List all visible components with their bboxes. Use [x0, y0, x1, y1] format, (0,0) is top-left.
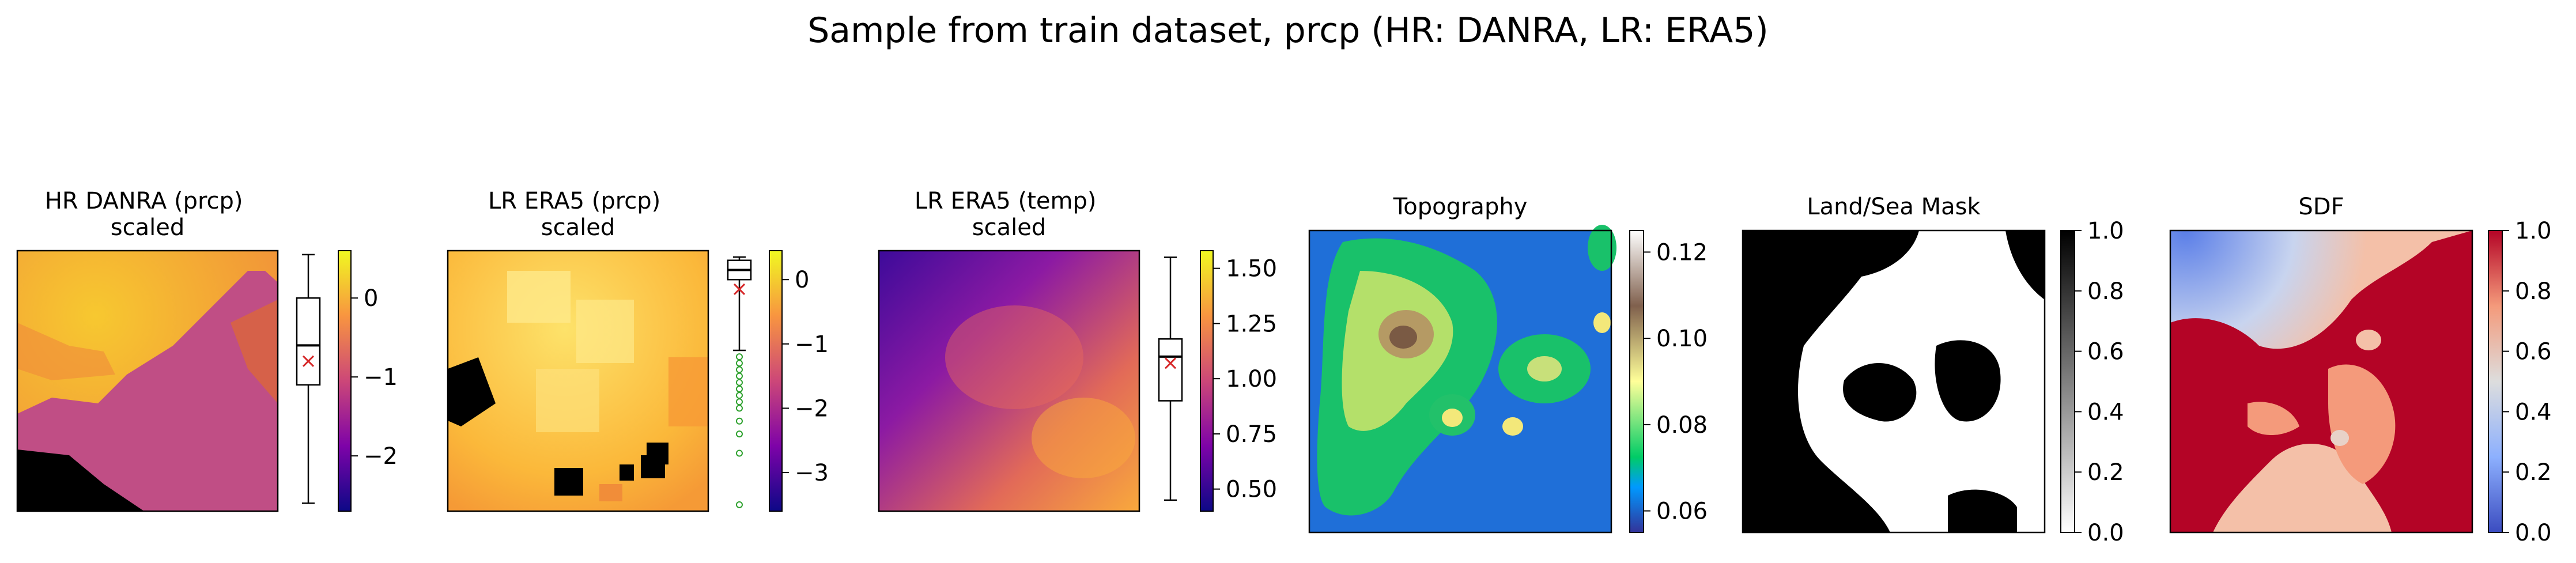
colorbar-tick-label: 1.25 — [1226, 311, 1277, 337]
colorbar-tick-label: 0.6 — [2515, 339, 2552, 365]
boxplot-outlier — [736, 379, 743, 386]
panel-land-sea-mask: Land/Sea Mask 0.0 0.2 0.4 0.6 0.8 1.0 — [1742, 194, 2124, 546]
colorbar-tick-label: −1 — [795, 331, 829, 358]
panel-title-line-2: scaled — [972, 214, 1046, 241]
panel-sdf: SDF 0.0 0.2 0.4 0.6 0.8 1.0 — [2169, 194, 2552, 546]
colorbar — [1630, 231, 1644, 532]
boxplot-outlier — [736, 353, 743, 361]
panel-title-line-1: LR ERA5 (temp) — [915, 188, 1097, 214]
colorbar-tick-label: 0.75 — [1226, 421, 1277, 448]
colorbar-tick-label: 0 — [364, 285, 378, 312]
heatmap-field — [17, 251, 278, 511]
boxplot-box — [296, 297, 321, 386]
colorbar-tick-label: 0.2 — [2515, 459, 2552, 486]
panel-title: HR DANRA (prcp) scaled — [45, 188, 251, 241]
colorbar-tick-label: 0.4 — [2087, 399, 2124, 425]
panel-topography: Topography 0.06 0.08 0.10 0.12 — [1308, 194, 1708, 534]
boxplot-outlier — [736, 449, 743, 457]
colorbar-tick-label: 0.2 — [2087, 459, 2124, 486]
panel-title: LR ERA5 (prcp) scaled — [488, 188, 668, 241]
boxplot-outlier — [736, 417, 743, 425]
colorbar-ticks: 0 −1 −2 −3 — [782, 267, 829, 486]
colorbar-tick-label: −2 — [795, 395, 829, 422]
panel-title: Topography — [1393, 194, 1528, 220]
colorbar-ticks: 0.0 0.2 0.4 0.6 0.8 1.0 — [2075, 218, 2124, 546]
colorbar-tick-label: −1 — [364, 364, 398, 391]
colorbar-tick-label: 0.8 — [2087, 278, 2124, 305]
panel-title-line-2: scaled — [111, 214, 184, 241]
panel-title-line-1: Topography — [1393, 194, 1528, 220]
colorbar — [338, 251, 351, 511]
colorbar-tick-label: 1.0 — [2515, 218, 2552, 244]
colorbar-ticks: 0.50 0.75 1.00 1.25 1.50 — [1213, 256, 1277, 503]
colorbar-tick-label: 0.0 — [2515, 520, 2552, 546]
boxplot-outlier — [736, 398, 743, 406]
panel-title: LR ERA5 (temp) scaled — [915, 188, 1104, 241]
panel-title: Land/Sea Mask — [1807, 194, 1981, 220]
colorbar-tick-label: 0.10 — [1656, 326, 1708, 352]
boxplot-outlier — [736, 360, 743, 367]
colorbar — [769, 251, 782, 511]
colorbar-tick-label: −2 — [364, 443, 398, 470]
colorbar-tick-label: 0.12 — [1656, 239, 1708, 266]
panel-title-line-1: LR ERA5 (prcp) — [488, 188, 660, 214]
colorbar-tick-label: 0.8 — [2515, 278, 2552, 305]
boxplot-outlier — [736, 385, 743, 392]
boxplot-mean-marker — [302, 355, 315, 367]
panel-lr-era5-prcp: LR ERA5 (prcp) scaled 0 −1 −2 −3 — [447, 188, 829, 512]
colorbar-tick-label: 0.50 — [1226, 477, 1277, 503]
boxplot-outlier — [736, 392, 743, 399]
colorbar-ticks: 0.06 0.08 0.10 0.12 — [1644, 239, 1708, 525]
colorbar-tick-label: 0.0 — [2087, 520, 2124, 546]
colorbar — [2061, 231, 2075, 532]
colorbar-tick-label: 0.6 — [2087, 339, 2124, 365]
boxplot — [727, 256, 752, 508]
boxplot — [296, 254, 321, 504]
boxplot-mean-marker — [1164, 357, 1177, 369]
panel-title: SDF — [2298, 194, 2344, 220]
colorbar-tick-label: −3 — [795, 460, 829, 486]
boxplot-mean-marker — [733, 283, 746, 296]
boxplot-outlier — [736, 372, 743, 380]
boxplot-outlier — [736, 430, 743, 438]
colorbar-tick-label: 1.0 — [2087, 218, 2124, 244]
heatmap-field — [448, 251, 708, 511]
colorbar-tick-label: 0.08 — [1656, 412, 1708, 439]
boxplot-outlier — [736, 501, 743, 508]
heatmap-field — [2170, 231, 2472, 532]
boxplot-outlier — [736, 366, 743, 373]
panel-hr-danra-prcp: HR DANRA (prcp) scaled 0 −1 −2 — [16, 188, 398, 512]
colorbar-tick-label: 1.50 — [1226, 256, 1277, 282]
heatmap-field — [1743, 231, 2045, 532]
panel-lr-era5-temp: LR ERA5 (temp) scaled 0.50 0.75 1.00 1.25 1.… — [878, 188, 1277, 512]
colorbar-tick-label: 0.4 — [2515, 399, 2552, 425]
panel-title-line-1: HR DANRA (prcp) — [45, 188, 243, 214]
colorbar-tick-label: 1.00 — [1226, 366, 1277, 392]
colorbar-tick-label: 0 — [795, 267, 809, 293]
boxplot — [1158, 256, 1183, 501]
panel-title-line-1: SDF — [2298, 194, 2344, 220]
colorbar — [2488, 231, 2502, 532]
colorbar-ticks: 0.0 0.2 0.4 0.6 0.8 1.0 — [2502, 218, 2552, 546]
colorbar-tick-label: 0.06 — [1656, 498, 1708, 525]
colorbar-ticks: 0 −1 −2 — [351, 285, 398, 470]
panel-title-line-1: Land/Sea Mask — [1807, 194, 1981, 220]
figure-title: Sample from train dataset, prcp (HR: DAN… — [807, 10, 1769, 51]
colorbar — [1200, 251, 1213, 511]
boxplot-box — [1158, 338, 1183, 402]
heatmap-field — [1309, 225, 1616, 532]
heatmap-field — [879, 251, 1139, 511]
boxplot-outlier — [736, 405, 743, 412]
panel-title-line-2: scaled — [541, 214, 615, 241]
